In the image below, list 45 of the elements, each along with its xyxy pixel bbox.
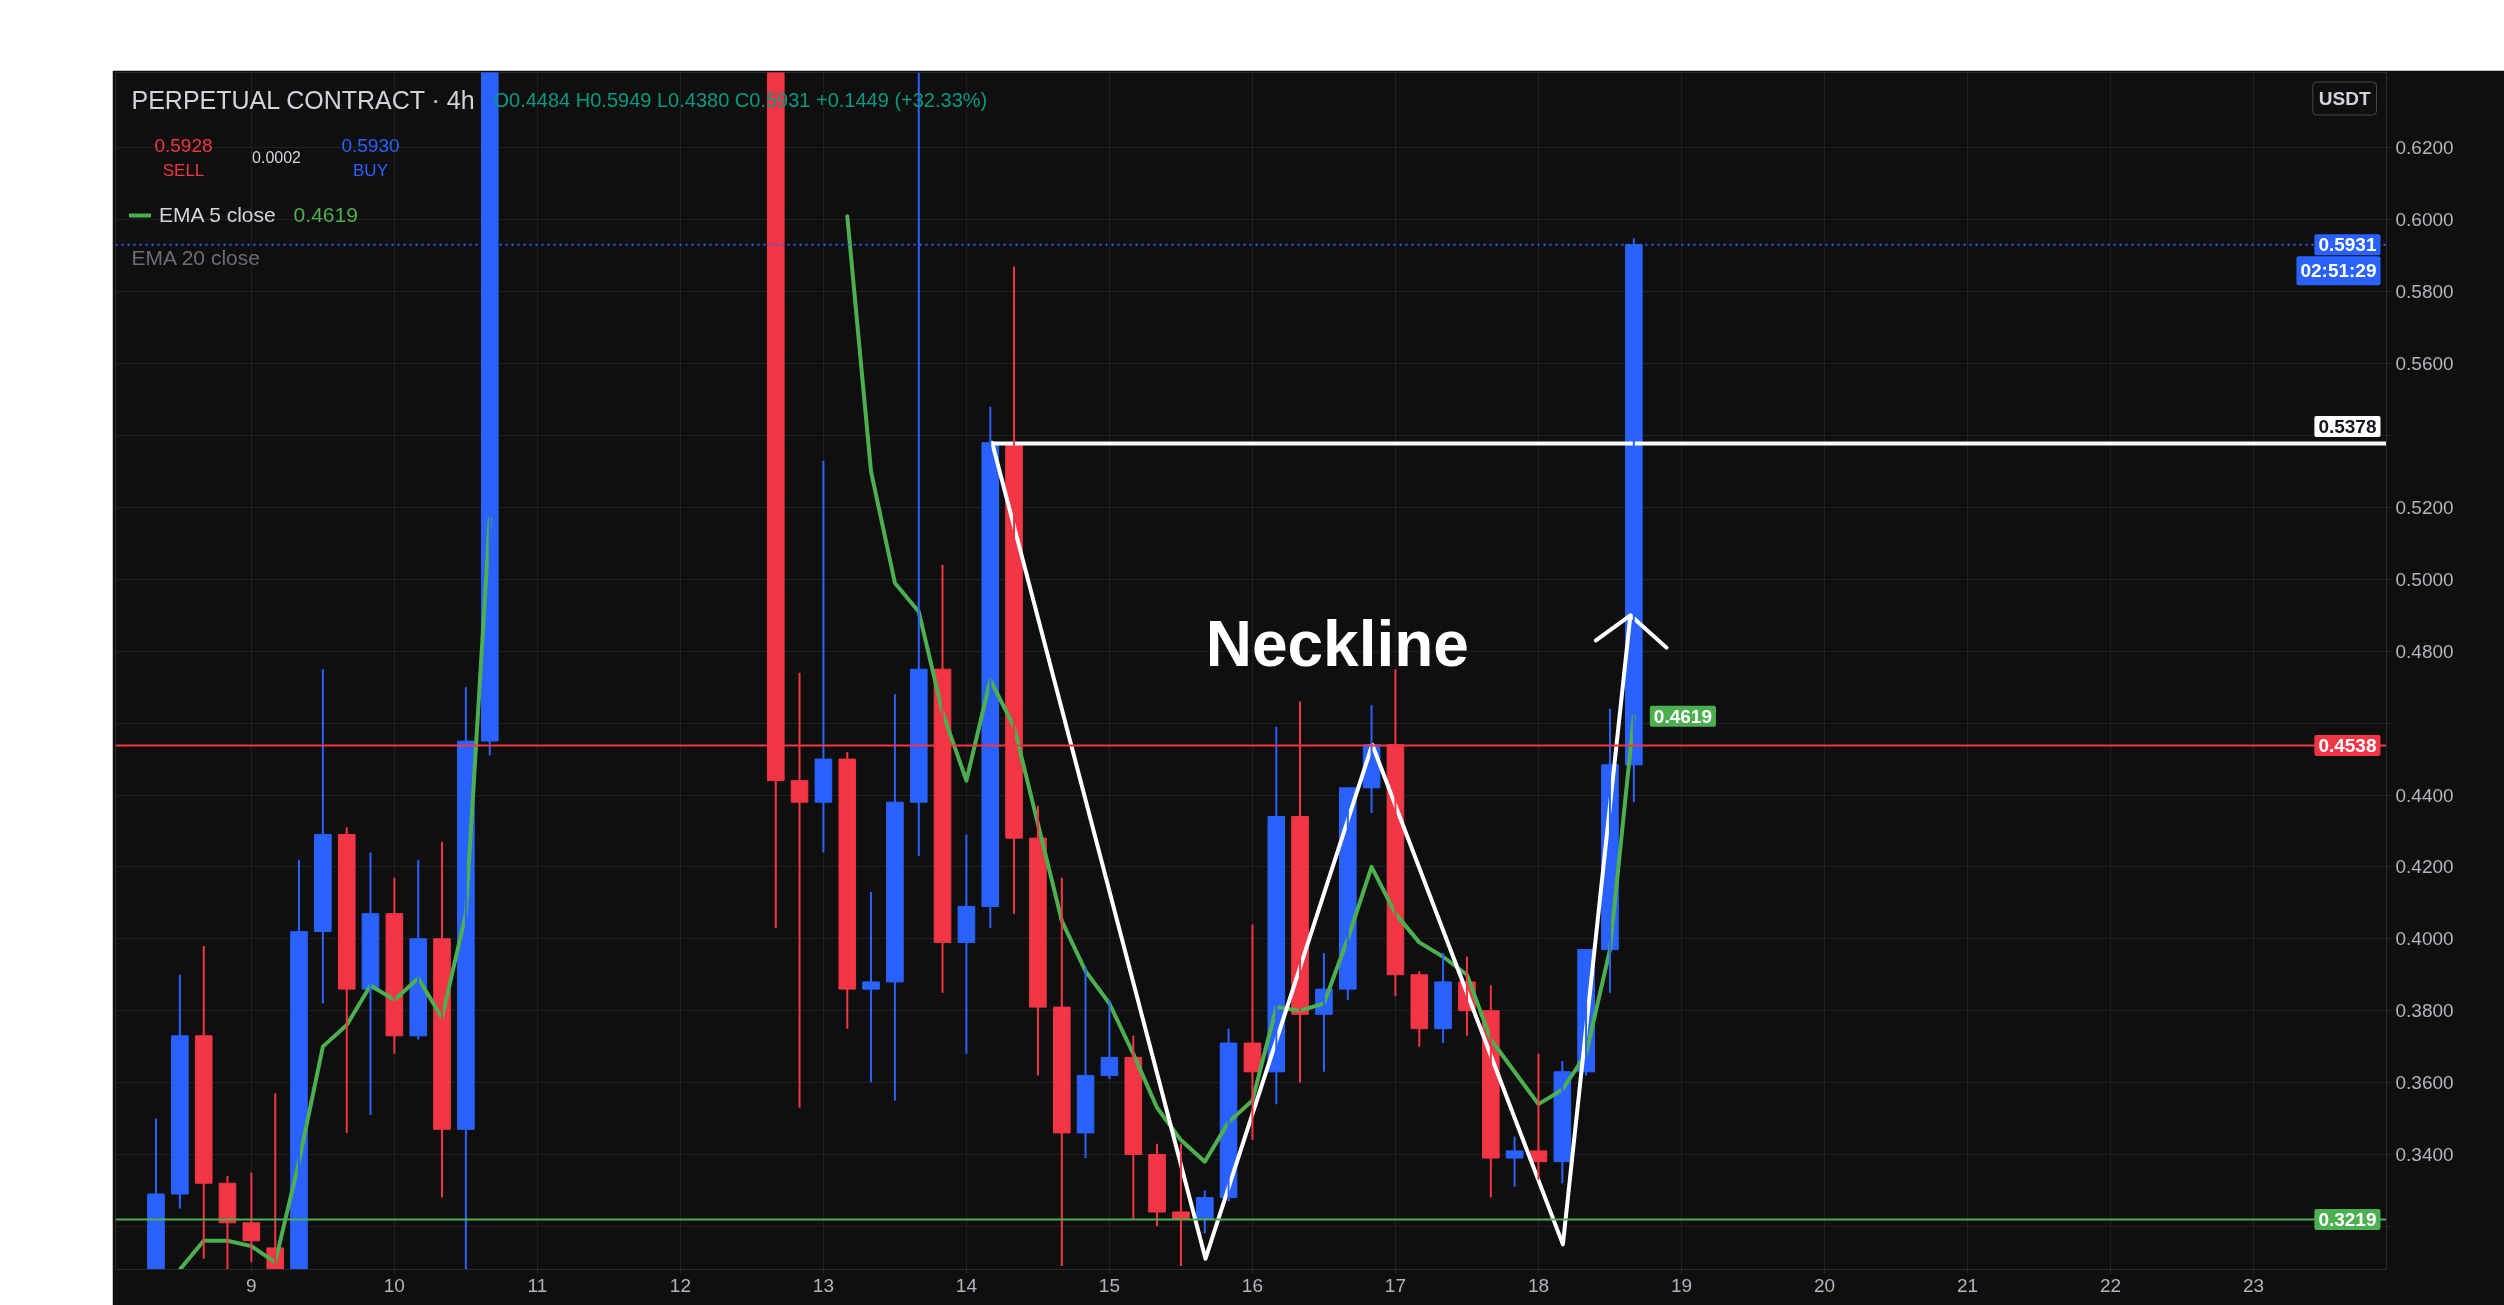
x-tick-label: 16: [1241, 1274, 1263, 1296]
y-tick-label: 0.6200: [2395, 137, 2454, 159]
y-tick-label: 0.4800: [2395, 640, 2454, 662]
data-label: 0.5378: [2318, 415, 2377, 437]
text: PERPETUAL CONTRACT · 4h: [131, 85, 475, 114]
annotation: 02:51:29: [2300, 260, 2377, 282]
x-tick-label: 10: [383, 1274, 405, 1296]
legend-label: EMA 5 close: [159, 203, 276, 227]
y-tick-label: 0.5600: [2395, 353, 2454, 375]
y-tick-label: 0.3600: [2395, 1072, 2454, 1094]
ref-line-label: 0.3219: [2318, 1209, 2377, 1231]
y-tick-label: 0.4400: [2395, 784, 2454, 806]
x-tick-label: 21: [1956, 1274, 1979, 1296]
y-tick-label: 0.4000: [2395, 928, 2454, 950]
annotation: 0.5930: [341, 135, 400, 156]
y-tick-label: 0.6000: [2395, 209, 2454, 231]
annotation: Neckline: [1205, 608, 1469, 681]
x-tick-label: 17: [1384, 1274, 1407, 1296]
y-tick-label: 0.4200: [2395, 856, 2454, 878]
annotation: SELL: [162, 161, 205, 180]
ref-line-label: 0.5931: [2318, 234, 2377, 256]
annotation: 0.0002: [252, 148, 302, 166]
y-tick-label: 0.5200: [2395, 496, 2454, 518]
annotation: EMA 20 close: [131, 246, 260, 269]
y-tick-label: 0.5800: [2395, 281, 2454, 303]
y-tick-label: 0.3800: [2395, 1000, 2454, 1022]
y-axis-title: USDT: [2318, 88, 2371, 109]
x-tick-label: 9: [246, 1274, 257, 1296]
x-tick-label: 12: [669, 1274, 691, 1296]
ref-line-label: 0.4538: [2318, 734, 2377, 756]
annotation: 0.4619: [293, 202, 358, 226]
x-tick-label: 13: [812, 1274, 834, 1296]
x-tick-label: 19: [1670, 1274, 1693, 1296]
x-tick-label: 15: [1098, 1274, 1120, 1296]
annotation: 0.5928: [154, 135, 213, 156]
x-tick-label: 14: [955, 1274, 978, 1296]
x-tick-label: 18: [1527, 1274, 1550, 1296]
x-tick-label: 23: [2242, 1274, 2265, 1296]
y-tick-label: 0.3400: [2395, 1143, 2454, 1165]
x-tick-label: 22: [2099, 1274, 2122, 1296]
y-tick-label: 0.5000: [2395, 568, 2454, 590]
x-tick-label: 11: [527, 1274, 548, 1296]
annotation: BUY: [353, 161, 388, 180]
x-tick-label: 20: [1813, 1274, 1836, 1296]
data-label: 0.4619: [1653, 705, 1712, 727]
